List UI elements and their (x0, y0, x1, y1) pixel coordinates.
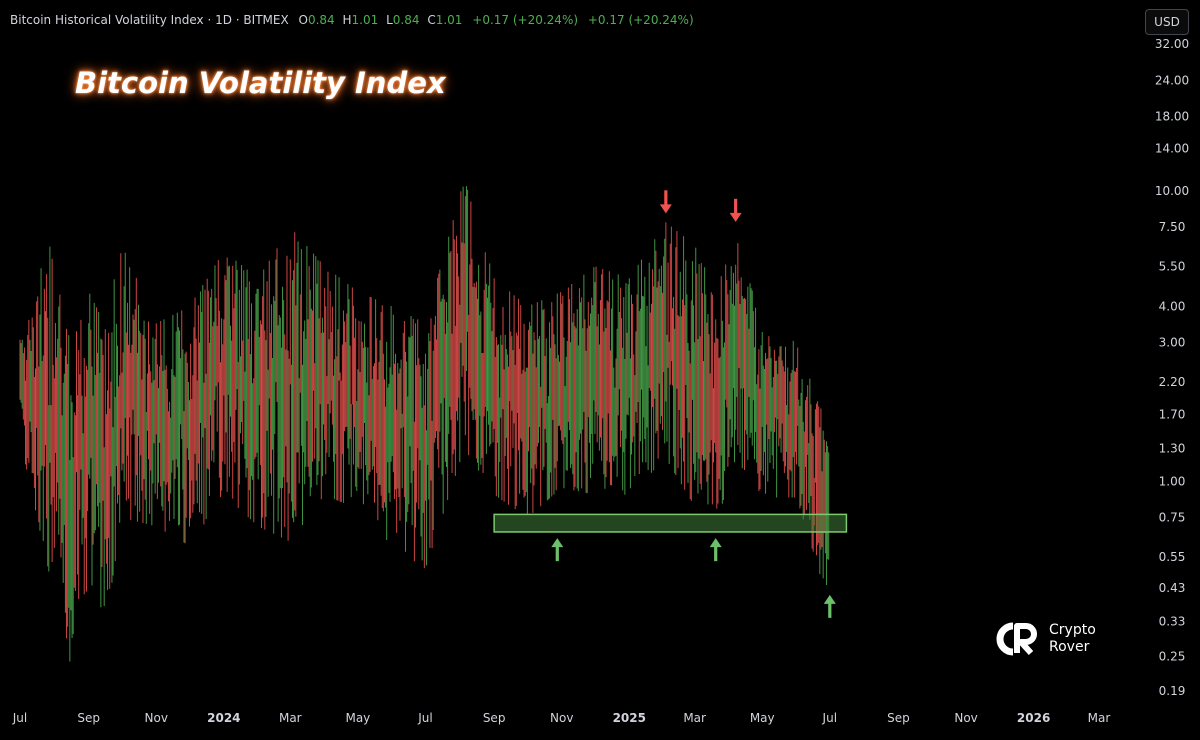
x-tick-label: Jul (822, 711, 837, 725)
symbol-legend: Bitcoin Historical Volatility Index · 1D… (10, 13, 694, 27)
y-tick-label: 10.00 (1155, 184, 1189, 198)
change-value: +0.17 (+20.24%) (472, 13, 579, 27)
open-value: 0.84 (307, 13, 335, 27)
y-tick-label: 0.19 (1159, 684, 1186, 698)
currency-button[interactable]: USD (1145, 9, 1189, 35)
support-zone-layer (493, 513, 848, 533)
brand-name: Crypto Rover (1049, 622, 1096, 656)
support-zone[interactable] (493, 513, 848, 533)
y-tick-label: 24.00 (1155, 73, 1189, 87)
symbol-name[interactable]: Bitcoin Historical Volatility Index · 1D… (10, 13, 289, 27)
y-tick-label: 3.00 (1159, 336, 1186, 350)
chart-heading: Bitcoin Volatility Index (75, 66, 446, 100)
x-tick-label: May (345, 711, 370, 725)
low-label: L (386, 13, 393, 27)
arrows-layer (551, 190, 836, 618)
y-tick-label: 4.00 (1159, 299, 1186, 313)
open-label: O (298, 13, 308, 27)
y-tick-label: 7.50 (1159, 220, 1186, 234)
y-tick-label: 14.00 (1155, 141, 1189, 155)
time-axis[interactable]: Jul Sep Nov 2024 Mar May Jul Sep Nov 2025 Mar May Ju… (12, 711, 1111, 725)
x-tick-label: May (750, 711, 775, 725)
change-value-secondary: +0.17 (+20.24%) (587, 13, 694, 27)
y-tick-label: 0.33 (1159, 614, 1186, 628)
brand-watermark: Crypto Rover (993, 620, 1096, 658)
arrow-down-icon (729, 198, 742, 222)
x-tick-label: 2026 (1017, 711, 1050, 725)
y-tick-label: 0.75 (1159, 511, 1186, 525)
crypto-rover-logo-icon (993, 620, 1041, 658)
x-tick-label: Sep (483, 711, 506, 725)
y-tick-label: 0.43 (1159, 581, 1186, 595)
x-tick-label: 2024 (207, 711, 240, 725)
y-tick-label: 1.30 (1159, 441, 1186, 455)
close-value: 1.01 (435, 13, 463, 27)
close-label: C (427, 13, 436, 27)
x-tick-label: Nov (550, 711, 573, 725)
x-tick-label: Mar (683, 711, 706, 725)
y-tick-label: 0.55 (1159, 550, 1186, 564)
candles-layer (19, 186, 830, 662)
y-tick-label: 1.00 (1159, 474, 1186, 488)
x-tick-label: Mar (1088, 711, 1111, 725)
x-tick-label: 2025 (613, 711, 646, 725)
y-tick-label: 32.00 (1155, 37, 1189, 51)
low-value: 0.84 (392, 13, 420, 27)
x-tick-label: Mar (279, 711, 302, 725)
y-tick-label: 1.70 (1159, 407, 1186, 421)
arrow-up-icon (709, 538, 722, 562)
arrow-down-icon (659, 190, 672, 214)
x-tick-label: Jul (417, 711, 432, 725)
arrow-up-icon (823, 594, 836, 618)
arrow-up-icon (551, 538, 564, 562)
x-tick-label: Jul (12, 711, 27, 725)
x-tick-label: Nov (145, 711, 168, 725)
high-label: H (342, 13, 352, 27)
high-value: 1.01 (351, 13, 379, 27)
price-axis[interactable]: 32.00 24.00 18.00 14.00 10.00 7.50 5.50 4.00 3.0… (1155, 37, 1189, 698)
brand-line-1: Crypto (1049, 622, 1096, 638)
y-tick-label: 0.25 (1159, 649, 1186, 663)
x-tick-label: Sep (887, 711, 910, 725)
y-tick-label: 18.00 (1155, 110, 1189, 124)
y-tick-label: 2.20 (1159, 375, 1186, 389)
x-tick-label: Sep (77, 711, 100, 725)
x-tick-label: Nov (954, 711, 977, 725)
y-tick-label: 5.50 (1159, 259, 1186, 273)
brand-line-2: Rover (1049, 639, 1090, 655)
